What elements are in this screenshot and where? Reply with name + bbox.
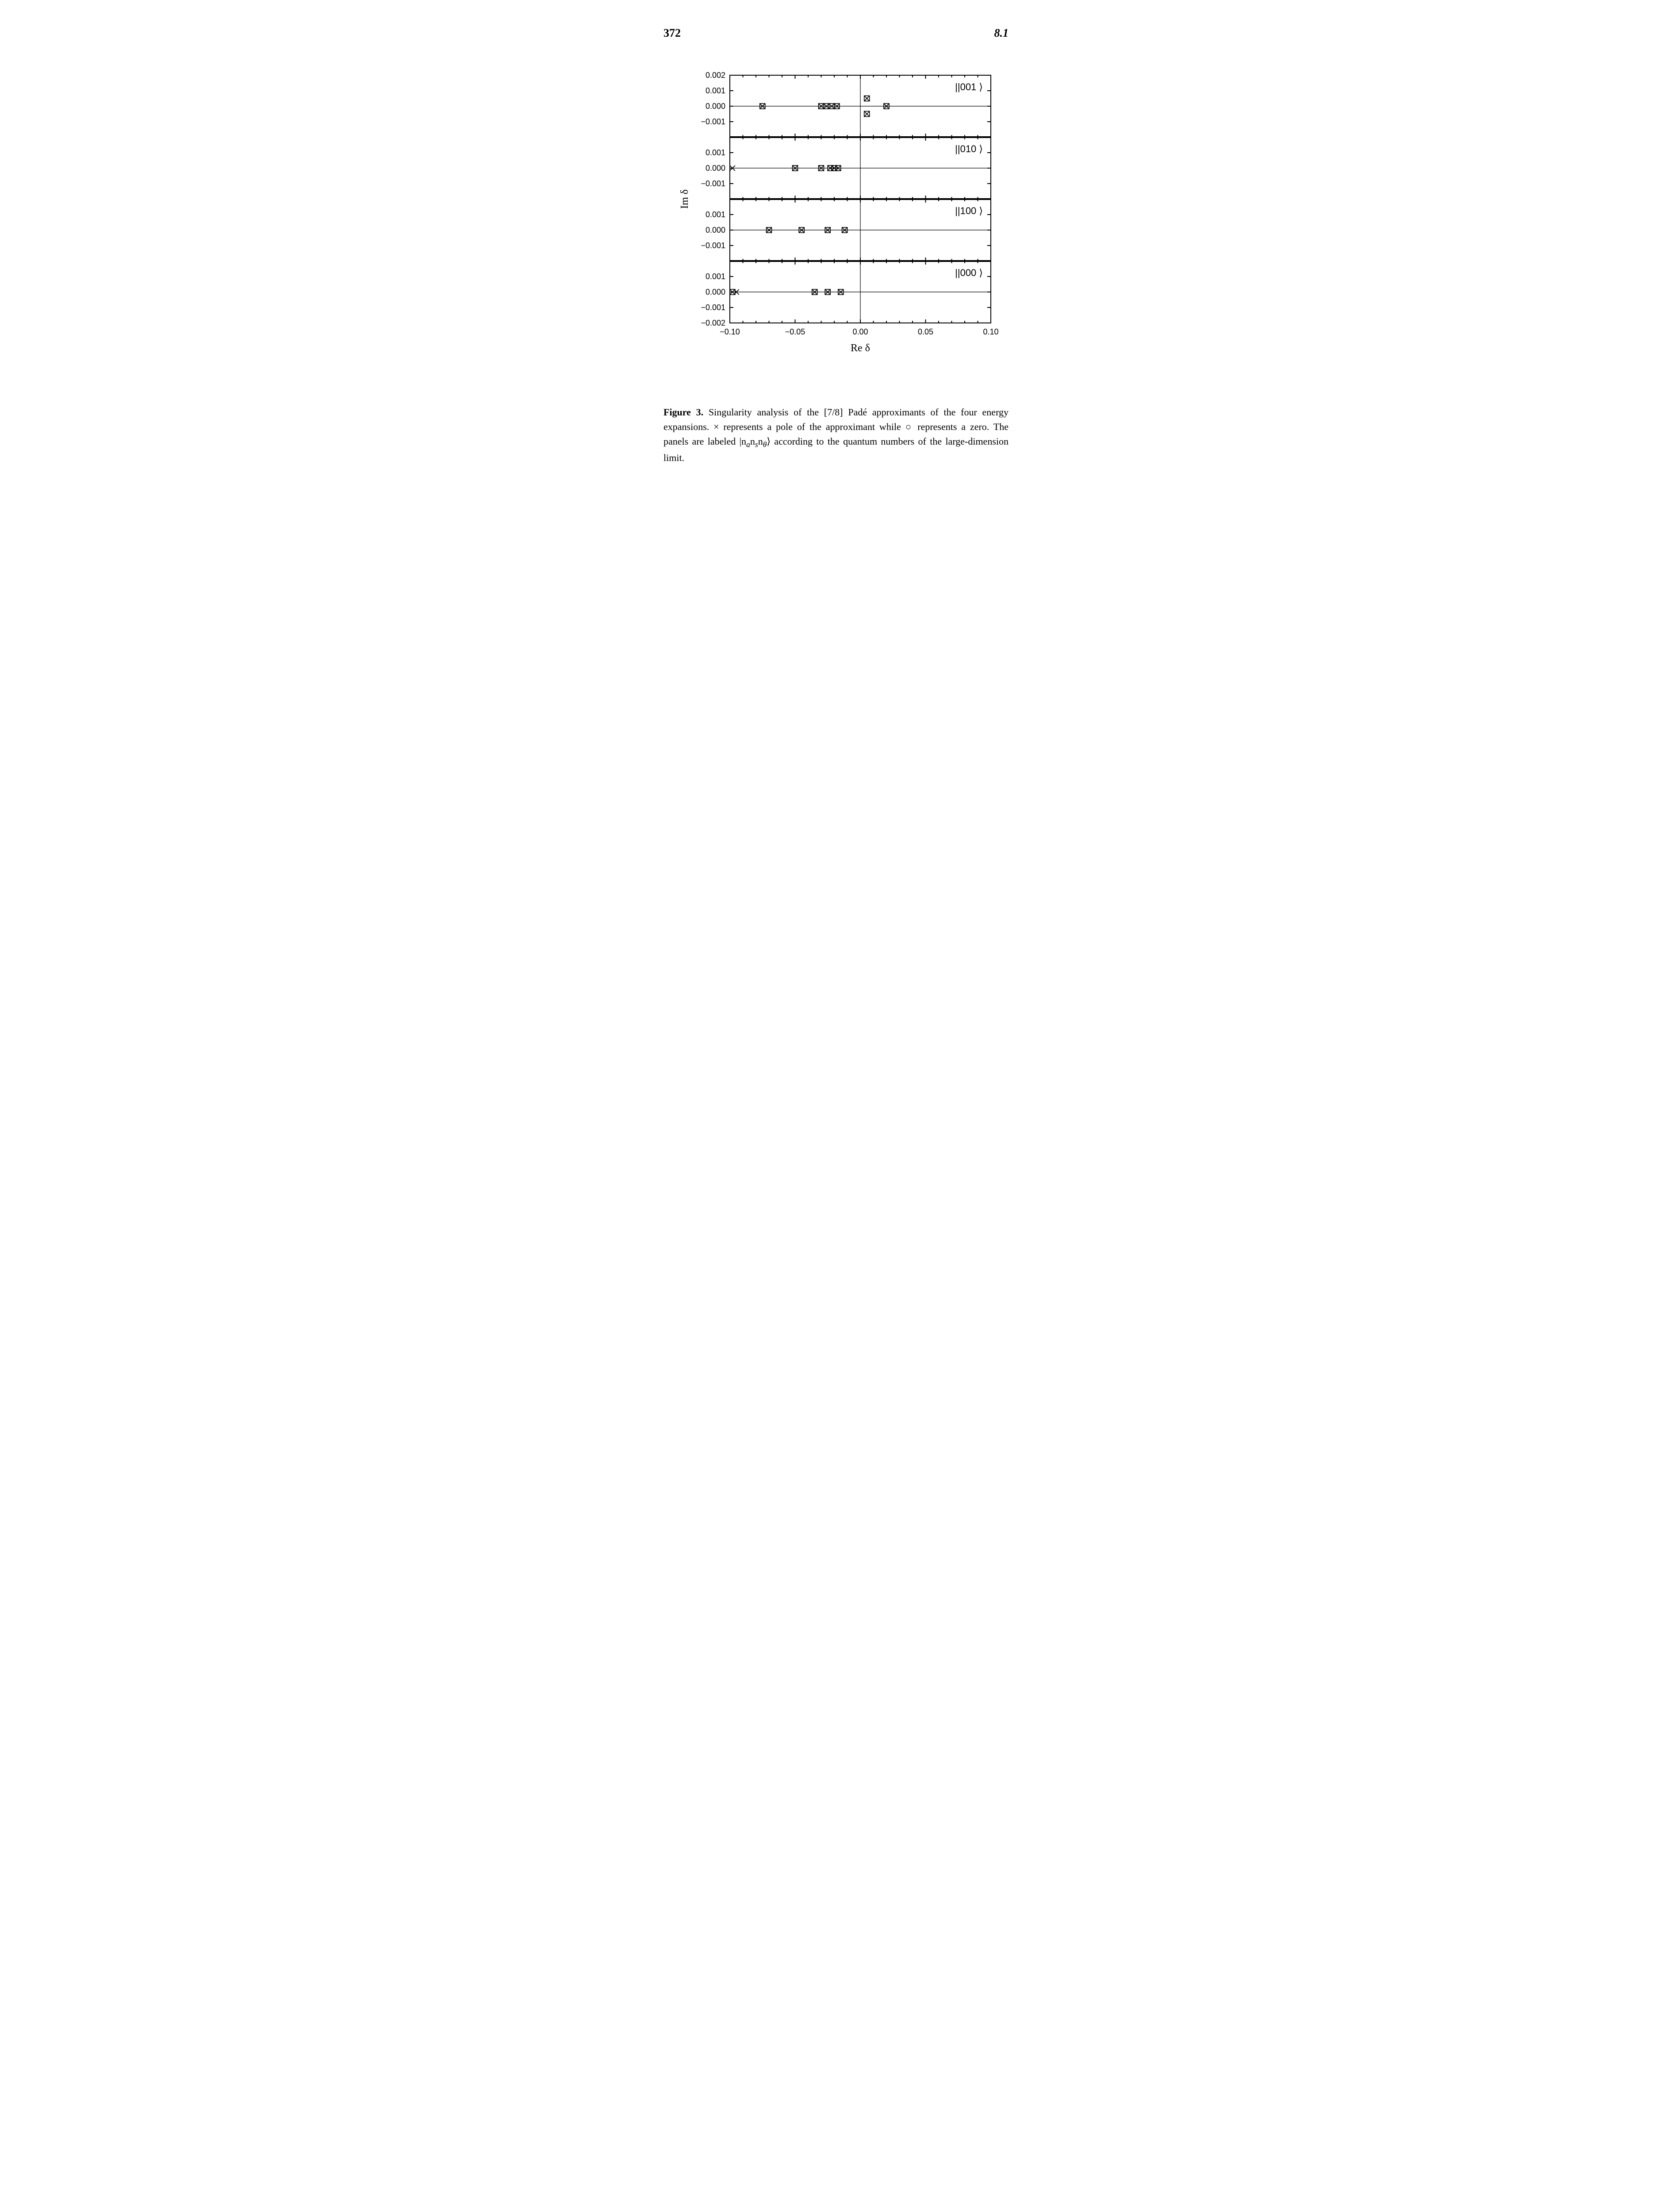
ket-sub: a [746, 440, 750, 449]
svg-text:−0.05: −0.05 [785, 327, 805, 336]
svg-text:0.000: 0.000 [706, 226, 725, 234]
panel: 0.002 0.001 0.000 −0.001 ||001 ⟩ [701, 71, 991, 137]
svg-text:0.000: 0.000 [706, 288, 725, 296]
svg-text:||000 ⟩: ||000 ⟩ [955, 267, 983, 278]
page-header: 372 8.1 [663, 27, 1009, 40]
ket-part: |n [740, 436, 746, 447]
svg-text:−0.002: −0.002 [701, 319, 725, 327]
panel: 0.001 0.000 −0.001 −0.002 ||000 ⟩ −0.10 −0.05 0… [701, 261, 998, 336]
page-root: 372 8.1 Im δ 0.002 0.001 0.000 −0.001 ||001 ⟩… [637, 0, 1035, 510]
page-number: 372 [663, 27, 681, 40]
svg-text:−0.001: −0.001 [701, 303, 725, 312]
svg-text:Im δ: Im δ [679, 189, 690, 209]
ket-sub: s [755, 440, 758, 449]
caption-label: Figure 3. [663, 407, 703, 418]
figure-caption: Figure 3. Singularity analysis of the [7… [663, 405, 1009, 465]
svg-text:−0.10: −0.10 [720, 327, 740, 336]
figure-container: Im δ0.0020.0010.000−0.001||001 ⟩0.0010.0… [672, 66, 1000, 387]
svg-text:||100 ⟩: ||100 ⟩ [955, 205, 983, 216]
svg-text:0.10: 0.10 [983, 327, 998, 336]
svg-text:0.002: 0.002 [706, 71, 725, 80]
svg-text:0.000: 0.000 [706, 164, 725, 173]
svg-text:−0.001: −0.001 [701, 179, 725, 188]
caption-ket: |nansnθ⟩ [740, 436, 771, 447]
svg-text:||010 ⟩: ||010 ⟩ [955, 143, 983, 154]
svg-text:0.000: 0.000 [706, 102, 725, 111]
svg-text:Re δ: Re δ [851, 342, 870, 354]
svg-text:||001 ⟩: ||001 ⟩ [955, 81, 983, 92]
svg-text:0.001: 0.001 [706, 86, 725, 95]
panel: 0.001 0.000 −0.001 ||100 ⟩ [701, 199, 991, 261]
svg-text:0.001: 0.001 [706, 272, 725, 281]
ket-part: n [758, 436, 763, 447]
ket-part: n [750, 436, 755, 447]
svg-text:0.001: 0.001 [706, 148, 725, 157]
svg-text:0.00: 0.00 [852, 327, 868, 336]
svg-text:0.001: 0.001 [706, 210, 725, 219]
svg-text:−0.001: −0.001 [701, 241, 725, 250]
singularity-chart: Im δ0.0020.0010.000−0.001||001 ⟩0.0010.0… [672, 66, 1000, 385]
svg-text:0.05: 0.05 [918, 327, 933, 336]
ket-part: ⟩ [767, 436, 771, 447]
section-number: 8.1 [994, 27, 1009, 40]
svg-text:−0.001: −0.001 [701, 117, 725, 126]
panel: 0.001 0.000 −0.001 ||010 ⟩ [701, 137, 991, 199]
